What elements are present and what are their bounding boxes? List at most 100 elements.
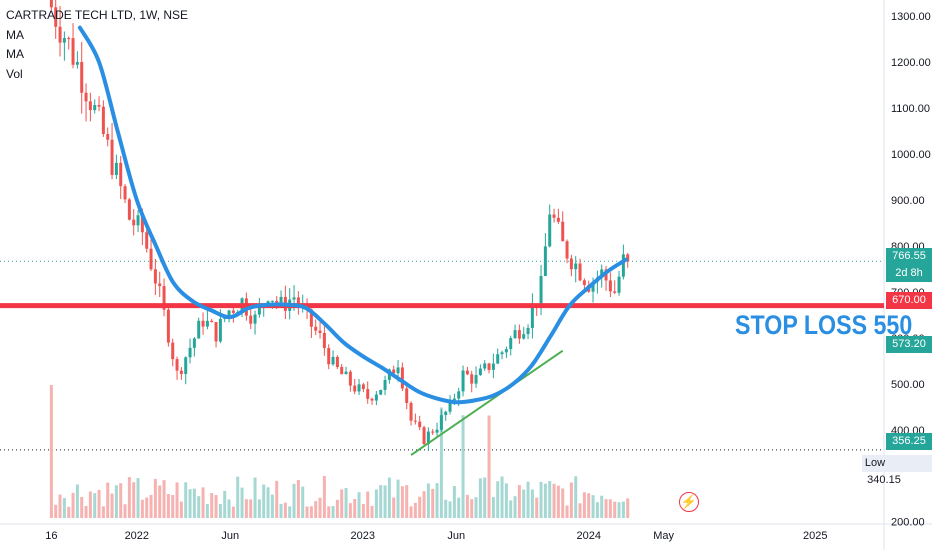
candle-body xyxy=(361,384,365,390)
volume-bar xyxy=(136,478,140,518)
candle-body xyxy=(552,214,556,218)
volume-bar xyxy=(166,494,170,518)
candle-body xyxy=(205,320,209,327)
candle-body xyxy=(132,219,136,226)
moving-average-line xyxy=(77,25,628,405)
volume-bar xyxy=(496,481,500,518)
candle-body xyxy=(578,263,582,281)
volume-bar xyxy=(162,480,166,518)
stop-loss-annotation: STOP LOSS 550 xyxy=(735,310,913,340)
volume-bar xyxy=(257,499,261,518)
volume-bar xyxy=(171,494,175,518)
candle-body xyxy=(509,338,513,350)
volume-bar xyxy=(49,385,53,518)
volume-bar xyxy=(409,506,413,518)
volume-bar xyxy=(335,499,339,518)
volume-bar xyxy=(197,496,201,518)
x-tick-label: Jun xyxy=(221,530,239,542)
last-price-tag: 766.55 xyxy=(886,248,932,265)
volume-bar xyxy=(487,415,491,518)
legend-ma-1[interactable]: MA xyxy=(6,27,24,42)
candle-body xyxy=(613,291,617,293)
volume-bar xyxy=(179,501,183,518)
candle-body xyxy=(357,384,361,392)
volume-bar xyxy=(543,483,547,518)
candle-body xyxy=(556,217,560,222)
candle-body xyxy=(400,367,404,389)
candle-body xyxy=(439,415,443,430)
candle-body xyxy=(101,106,105,135)
volume-bar xyxy=(504,483,508,518)
candle-body xyxy=(344,371,348,375)
candle-body xyxy=(175,359,179,371)
candle-body xyxy=(166,309,170,343)
candle-body xyxy=(496,354,500,364)
volume-bar xyxy=(101,506,105,518)
volume-bar xyxy=(370,505,374,518)
candle-body xyxy=(318,330,322,334)
legend-vol[interactable]: Vol xyxy=(6,66,23,81)
volume-bar xyxy=(509,500,513,518)
candle-body xyxy=(487,363,491,370)
candle-body xyxy=(75,62,79,65)
candle-body xyxy=(93,105,97,111)
support-trendline xyxy=(410,349,564,456)
candle-body xyxy=(184,357,188,374)
candle-body xyxy=(331,356,335,365)
volume-bar xyxy=(448,501,452,518)
y-tick-label: 500.00 xyxy=(891,379,925,391)
legend-symbol[interactable]: CARTRADE TECH LTD, 1W, NSE xyxy=(6,8,189,22)
volume-bar xyxy=(80,496,84,518)
volume-bar xyxy=(366,491,370,518)
alert-bolt-icon[interactable]: ⚡ xyxy=(679,492,699,512)
volume-bar xyxy=(110,493,114,518)
candle-body xyxy=(145,232,149,249)
candle-body xyxy=(123,186,127,200)
candle-body xyxy=(149,248,153,270)
candle-body xyxy=(526,327,530,335)
candle-body xyxy=(409,402,413,421)
candle-body xyxy=(491,363,495,370)
legend-ma-2[interactable]: MA xyxy=(6,47,24,61)
volume-bar xyxy=(145,497,149,518)
candle-body xyxy=(84,92,88,102)
candle-body xyxy=(171,342,175,360)
candle-body xyxy=(405,388,409,403)
volume-bar xyxy=(218,504,222,518)
candle-body xyxy=(231,310,235,313)
volume-bar xyxy=(361,503,365,518)
volume-bar xyxy=(54,504,58,518)
volume-bar xyxy=(517,485,521,518)
x-tick-label: 2023 xyxy=(351,530,375,542)
candle-body xyxy=(110,139,114,175)
volume-bar xyxy=(379,485,383,518)
candle-body xyxy=(88,101,92,111)
candle-body xyxy=(136,215,140,226)
volume-bar xyxy=(392,497,396,518)
candle-body xyxy=(591,281,595,292)
candle-body xyxy=(80,62,84,93)
candle-body xyxy=(279,296,283,303)
candle-body xyxy=(201,320,205,327)
volume-bar xyxy=(348,503,352,518)
candle-body xyxy=(600,269,604,278)
volume-bar xyxy=(353,498,357,518)
stoploss-price-tag: 670.00 xyxy=(886,292,932,309)
candle-body xyxy=(218,318,222,342)
candle-body xyxy=(444,411,448,416)
candle-body xyxy=(539,275,543,306)
volume-bar xyxy=(383,485,387,518)
y-tick-label: 1000.00 xyxy=(891,149,931,161)
volume-bar xyxy=(431,488,435,518)
candle-body xyxy=(513,330,517,339)
x-tick-label: 2024 xyxy=(576,530,600,542)
volume-bar xyxy=(327,506,331,518)
candle-body xyxy=(448,400,452,412)
volume-bar xyxy=(582,492,586,518)
volume-bar xyxy=(236,476,240,518)
volume-bar xyxy=(114,485,118,518)
volume-bar xyxy=(608,499,612,518)
candle-body xyxy=(214,322,218,342)
candle-body xyxy=(106,134,110,140)
